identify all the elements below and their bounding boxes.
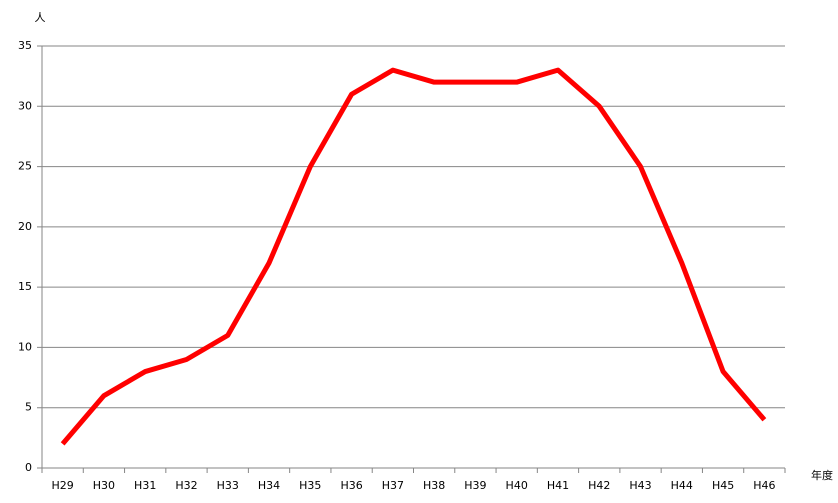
y-tick-label: 10 [18,340,32,353]
x-tick-label: H35 [299,479,321,492]
x-tick-label: H45 [712,479,734,492]
x-tick-label: H39 [464,479,486,492]
x-tick-label: H31 [134,479,156,492]
x-tick-label: H30 [93,479,115,492]
x-axis-label: 年度 [811,468,833,482]
y-tick-label: 35 [18,39,32,52]
y-tick-label: 15 [18,280,32,293]
y-tick-label: 20 [18,220,32,233]
x-tick-label: H36 [340,479,362,492]
x-tick-label: H29 [51,479,73,492]
data-line [60,67,767,446]
x-tick-label: H40 [506,479,528,492]
x-tick-label: H42 [588,479,610,492]
x-tick-label: H37 [382,479,404,492]
x-tick-label: H46 [753,479,775,492]
x-tick-label: H44 [671,479,693,492]
x-tick-label: H41 [547,479,569,492]
y-tick-label: 5 [25,401,32,414]
y-tick-label: 30 [18,99,32,112]
x-tick-label: H38 [423,479,445,492]
y-tick-label: 0 [25,461,32,474]
x-tick-label: H34 [258,479,280,492]
y-tick-label: 25 [18,160,32,173]
x-tick-label: H33 [217,479,239,492]
y-axis-label: 人 [35,11,46,24]
x-tick-label: H43 [629,479,651,492]
x-tick-label: H32 [175,479,197,492]
